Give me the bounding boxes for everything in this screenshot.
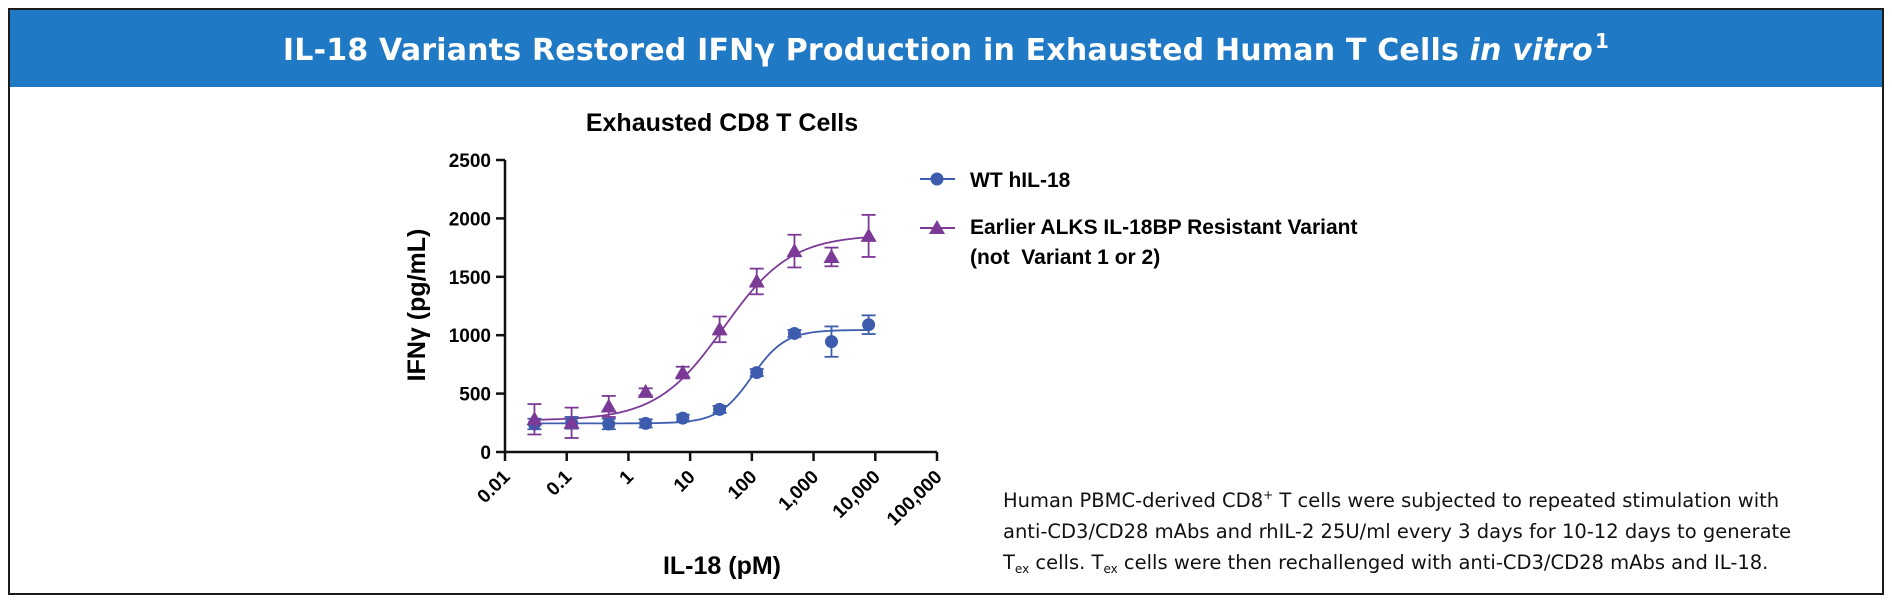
marker-wt <box>862 318 876 332</box>
marker-variant <box>786 243 803 258</box>
legend-marker-variant <box>929 220 945 234</box>
data-point-wt <box>824 325 839 358</box>
x-axis-label: IL-18 (pM) <box>663 552 781 580</box>
fit-curve-wt <box>534 329 869 425</box>
marker-variant <box>563 414 580 429</box>
data-point-wt <box>787 326 802 340</box>
caption-line-1: Human PBMC-derived CD8+ T cells were sub… <box>1003 488 1780 512</box>
legend-label-variant: Earlier ALKS IL-18BP Resistant Variant <box>970 216 1357 239</box>
y-tick-label: 1500 <box>449 268 491 289</box>
data-point-variant <box>860 213 877 258</box>
data-point-wt <box>861 314 876 335</box>
caption-line-3: Tex cells. Tex cells were then rechallen… <box>1003 551 1769 576</box>
x-tick-label: 100,000 <box>883 467 946 530</box>
x-tick-label: 10,000 <box>829 467 885 523</box>
marker-variant <box>637 383 654 398</box>
marker-variant <box>526 411 543 426</box>
marker-wt <box>639 416 653 430</box>
y-tick-label: 2500 <box>449 151 491 172</box>
x-tick-label: 1 <box>616 466 639 489</box>
legend-label-variant-line2: (not Variant 1 or 2) <box>970 246 1160 269</box>
y-tick-label: 0 <box>480 443 491 464</box>
marker-variant <box>748 273 765 288</box>
marker-wt <box>602 417 616 431</box>
legend-marker-wt <box>930 172 944 186</box>
y-tick-label: 2000 <box>449 209 491 230</box>
data-point-wt <box>638 416 653 430</box>
chart-title: Exhausted CD8 T Cells <box>586 109 858 137</box>
marker-wt <box>676 411 690 425</box>
fit-curves <box>534 236 869 425</box>
y-axis-label: IFNγ (pg/mL) <box>403 229 431 382</box>
fit-curve-variant <box>534 236 869 421</box>
marker-wt <box>787 326 801 340</box>
data-point-variant <box>563 406 580 439</box>
data-point-wt <box>675 411 690 425</box>
data-point-wt <box>749 366 764 380</box>
header-banner: IL-18 Variants Restored IFNγ Production … <box>10 10 1882 87</box>
marker-wt <box>824 335 838 349</box>
data-point-variant <box>674 364 691 380</box>
title-main: IL-18 Variants Restored IFNγ Production … <box>282 33 1470 68</box>
legend-label-wt: WT hIL-18 <box>970 169 1071 192</box>
data-point-variant <box>786 233 803 269</box>
caption: Human PBMC-derived CD8+ T cells were sub… <box>1003 480 1883 585</box>
data-point-variant <box>526 403 543 436</box>
y-tick-label: 500 <box>459 385 491 406</box>
marker-wt <box>750 366 764 380</box>
data-points <box>526 213 877 439</box>
marker-variant <box>860 227 877 242</box>
data-point-variant <box>823 246 840 268</box>
title-footnote: 1 <box>1594 29 1610 53</box>
marker-variant <box>674 364 691 379</box>
x-tick-label: 0.01 <box>474 466 515 507</box>
data-point-variant <box>711 315 728 344</box>
legend: WT hIL-18 Earlier ALKS IL-18BP Resistant… <box>920 169 1357 269</box>
figure-frame: IL-18 Variants Restored IFNγ Production … <box>8 8 1884 595</box>
marker-wt <box>713 402 727 416</box>
x-tick-label: 10 <box>670 467 700 497</box>
data-point-variant <box>748 267 765 296</box>
x-tick-label: 1,000 <box>775 467 823 515</box>
title-italic: in vitro <box>1469 33 1593 68</box>
marker-variant <box>600 398 617 413</box>
marker-variant <box>823 248 840 263</box>
data-point-variant <box>637 383 654 398</box>
y-tick-label: 1000 <box>449 326 491 347</box>
caption-line-2: anti-CD3/CD28 mAbs and rhIL-2 25U/ml eve… <box>1003 520 1792 543</box>
x-tick-label: 0.1 <box>543 466 577 500</box>
data-point-variant <box>600 395 617 418</box>
page-title: IL-18 Variants Restored IFNγ Production … <box>283 29 1609 68</box>
data-point-wt <box>601 417 616 431</box>
data-point-wt <box>712 402 727 416</box>
marker-variant <box>711 321 728 336</box>
x-tick-label: 100 <box>724 467 761 504</box>
